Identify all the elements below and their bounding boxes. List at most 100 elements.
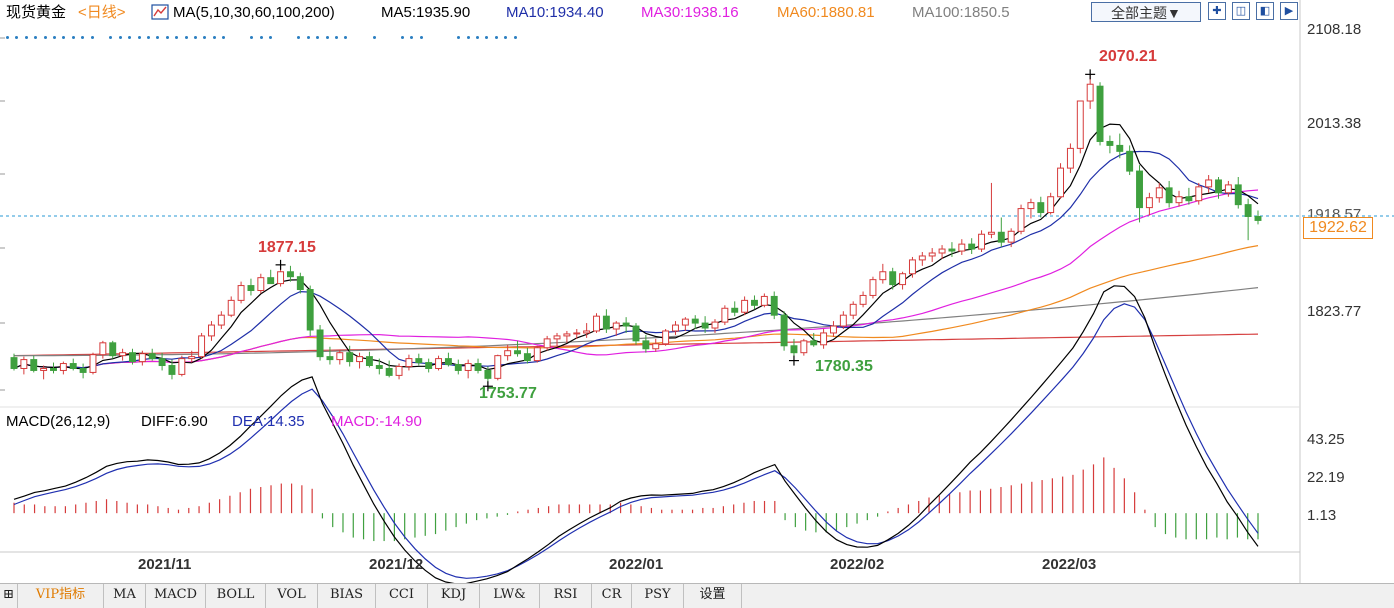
- tab-cci[interactable]: CCI: [376, 584, 428, 608]
- candle-body: [760, 295, 768, 306]
- candle-body: [336, 352, 344, 361]
- x-axis-label: 2021/12: [369, 556, 424, 573]
- signal-dot: [165, 36, 169, 39]
- signal-dot: [184, 36, 188, 39]
- ma10-value: MA10:1934.40: [506, 4, 604, 21]
- candle-body: [681, 318, 689, 326]
- candle-body: [1057, 167, 1065, 198]
- zoom-out-icon[interactable]: ◧: [1256, 2, 1274, 20]
- signal-dot: [250, 36, 254, 39]
- candle-body: [1096, 85, 1104, 142]
- candle-body: [839, 314, 847, 327]
- diff-value: DIFF:6.90: [141, 413, 208, 430]
- candle-body: [642, 340, 650, 350]
- candle-body: [533, 347, 541, 362]
- crosshair-icon[interactable]: ✚: [1208, 2, 1226, 20]
- tab-ma[interactable]: MA: [104, 584, 146, 608]
- tab-rsi[interactable]: RSI: [540, 584, 592, 608]
- candle-body: [286, 271, 294, 278]
- candle-body: [928, 252, 936, 257]
- fast-forward-icon[interactable]: ▶: [1280, 2, 1298, 20]
- candle-body: [652, 343, 660, 350]
- price-tick: 1823.77: [1307, 303, 1362, 320]
- candle-body: [1007, 230, 1015, 243]
- candle-body: [1047, 196, 1055, 214]
- candle-body: [751, 299, 758, 306]
- indicator-tabbar: ⊞ VIP指标 MA MACD BOLL VOL BIAS CCI KDJ LW…: [0, 583, 1394, 608]
- signal-dot: [43, 36, 47, 39]
- candle-body: [563, 333, 571, 337]
- candle-body: [119, 352, 127, 357]
- tab-kdj[interactable]: KDJ: [428, 584, 480, 608]
- candle-body: [622, 322, 630, 327]
- candle-body: [504, 350, 512, 357]
- candle-body: [889, 271, 897, 286]
- signal-dot: [476, 36, 479, 39]
- candle-body: [425, 362, 433, 369]
- candle-body: [1244, 204, 1252, 217]
- candle-body: [168, 365, 176, 375]
- tab-bias[interactable]: BIAS: [318, 584, 376, 608]
- signal-dot: [372, 36, 376, 39]
- candle-body: [800, 340, 808, 354]
- candle-body: [1136, 170, 1143, 209]
- candle-body: [1234, 184, 1242, 206]
- candle-body: [612, 322, 620, 330]
- signal-dot: [504, 36, 508, 39]
- signal-dot: [212, 36, 216, 39]
- candle-body: [553, 335, 561, 340]
- tab-grid[interactable]: ⊞: [0, 584, 18, 608]
- candle-body: [731, 307, 739, 313]
- dea-value: DEA:14.35: [232, 413, 305, 430]
- signal-dot: [316, 36, 320, 39]
- tab-cr[interactable]: CR: [592, 584, 632, 608]
- candle-body: [178, 358, 186, 375]
- tab-psy[interactable]: PSY: [632, 584, 684, 608]
- zoom-in-icon[interactable]: ◫: [1232, 2, 1250, 20]
- tab-lwr[interactable]: LW&: [480, 584, 540, 608]
- period-selector[interactable]: <日线>: [78, 4, 126, 21]
- ma200-line: [13, 333, 1259, 357]
- candle-body: [770, 295, 778, 316]
- macd-tick: 22.19: [1307, 469, 1345, 486]
- signal-dot: [156, 36, 160, 39]
- candle-body: [1145, 197, 1153, 209]
- kline-chart[interactable]: [0, 0, 1394, 583]
- candle-body: [1106, 140, 1114, 146]
- ma5-value: MA5:1935.90: [381, 4, 471, 21]
- candle-body: [997, 231, 1005, 243]
- candle-body: [958, 243, 966, 252]
- ma100-value: MA100:1850.5: [912, 4, 1010, 21]
- candle-body: [711, 321, 719, 329]
- candle-body: [435, 358, 443, 369]
- nov-high-annotation: 1877.15: [258, 239, 316, 256]
- candle-body: [573, 332, 581, 335]
- candle-body: [464, 363, 472, 371]
- candle-body: [1086, 83, 1094, 102]
- signal-dot: [175, 36, 179, 39]
- candle-body: [346, 352, 354, 363]
- ma-settings-icon[interactable]: [151, 0, 169, 26]
- candle-body: [1126, 150, 1134, 172]
- x-axis-label: 2022/03: [1042, 556, 1097, 573]
- candle-body: [859, 294, 867, 305]
- tab-macd[interactable]: MACD: [146, 584, 206, 608]
- signal-dot: [6, 36, 9, 39]
- tab-vol[interactable]: VOL: [266, 584, 318, 608]
- candle-body: [1017, 208, 1025, 232]
- candle-body: [474, 363, 482, 371]
- candle-body: [593, 315, 600, 332]
- signal-dot: [494, 36, 498, 39]
- tab-boll[interactable]: BOLL: [206, 584, 266, 608]
- candle-body: [375, 365, 383, 369]
- candle-body: [879, 271, 887, 281]
- theme-dropdown-button[interactable]: 全部主题▼: [1091, 2, 1201, 22]
- tab-vip-indicators[interactable]: VIP指标: [18, 584, 104, 608]
- candle-body: [1185, 196, 1193, 202]
- instrument-name: 现货黄金: [6, 4, 67, 21]
- candle-body: [444, 358, 452, 366]
- candle-body: [415, 358, 423, 364]
- signal-dot: [419, 36, 423, 39]
- tab-settings[interactable]: 设置: [684, 584, 742, 608]
- candle-body: [158, 358, 166, 367]
